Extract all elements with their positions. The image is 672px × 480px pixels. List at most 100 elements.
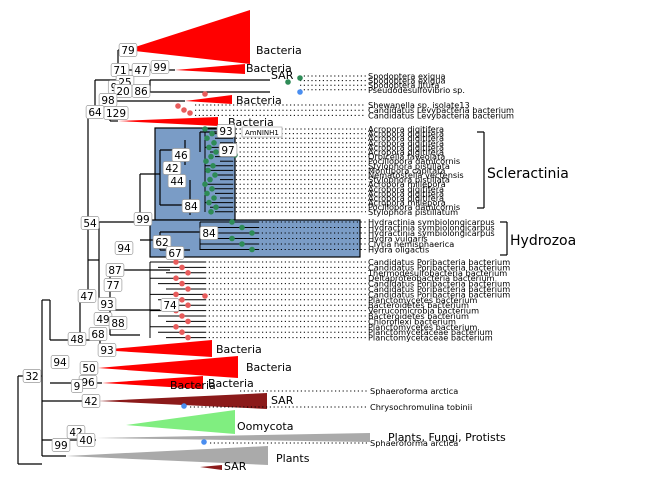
tip-dot-green	[212, 172, 218, 178]
clade-label-bacteria: Bacteria	[246, 62, 292, 75]
bootstrap-value: 84	[202, 228, 216, 240]
tip-label: Acropora millepora	[368, 198, 446, 208]
tip-label: Candidatus Poribacteria bacterium	[368, 289, 510, 299]
tip-dot-green	[213, 204, 219, 210]
bootstrap-label: 84	[199, 226, 219, 240]
bootstrap-value: 47	[134, 65, 147, 77]
clade-label-bacteria: Bacteria	[216, 343, 262, 356]
tip-label: Pocillopora damicornis	[368, 156, 460, 166]
tip-label: Candidatus Poribacteria bacterium	[368, 279, 510, 289]
tip-dot-green	[297, 75, 303, 81]
bootstrap-label: 99	[133, 212, 153, 226]
bootstrap-value: 77	[106, 280, 119, 292]
clade-label-oomycota: Oomycota	[237, 420, 293, 433]
tip-label: Acropora digitifera	[368, 129, 444, 139]
bootstrap-label: 87	[105, 263, 125, 277]
tip-dot-red	[202, 293, 208, 299]
tip-dot-green	[205, 167, 211, 174]
tip-dot-green	[239, 224, 245, 231]
bootstrap-label: 48	[67, 332, 87, 346]
tip-dot-red	[179, 313, 185, 319]
bootstrap-value: 93	[100, 299, 113, 311]
bootstrap-label: 94	[114, 241, 134, 255]
tip-label: Chloroflexi bacterium	[368, 316, 456, 326]
collapsed-clade-bacteria	[118, 117, 218, 126]
tip-label: Candidatus Levybacteria bacterium	[368, 110, 514, 120]
bootstrap-value: 64	[88, 107, 102, 119]
tip-dot-red	[185, 302, 191, 309]
bootstrap-value: 88	[111, 318, 124, 330]
bootstrap-value: 87	[108, 265, 121, 277]
bootstrap-box	[171, 148, 191, 162]
tip-dot-red	[179, 329, 185, 336]
bootstrap-label: 71	[110, 63, 130, 77]
bootstrap-box	[79, 361, 99, 375]
tip-dot-blue	[181, 403, 187, 409]
tip-label: Acropora digitifera	[368, 184, 444, 194]
tip-label: Bacteroidetes bacterium	[368, 311, 469, 321]
tip-dot-green	[211, 195, 217, 201]
tip-dot-red	[173, 259, 179, 265]
tip-dot-green	[208, 209, 214, 215]
tip-label: Stylophora pistillatum	[368, 207, 458, 217]
bootstrap-label: 42	[162, 161, 182, 175]
clade-label-sar: SAR	[271, 394, 294, 407]
tip-dot-green	[213, 149, 219, 155]
clade-label-plants-fungi-protists: Plants, Fungi, Protists	[388, 431, 506, 444]
bootstrap-label: 40	[76, 433, 96, 447]
bootstrap-value: 47	[80, 291, 93, 303]
bootstrap-label: 93	[97, 297, 117, 311]
tip-label: Hydractinia symbiolongicarpus	[368, 217, 495, 227]
tip-dot-green	[202, 181, 208, 187]
bootstrap-box	[152, 235, 172, 249]
tip-dot-red	[173, 291, 179, 298]
clade-label-bacteria: Bacteria	[228, 116, 274, 129]
bootstrap-value: 48	[70, 334, 83, 346]
bootstrap-box	[167, 174, 187, 188]
tip-label: Hydra vulgaris	[368, 234, 428, 244]
bootstrap-box	[150, 60, 170, 74]
tip-dot-green	[204, 190, 210, 197]
bootstrap-label: 86	[131, 84, 151, 98]
tip-dot-green	[229, 219, 235, 225]
bootstrap-value: 42	[165, 163, 178, 175]
bootstrap-box	[67, 332, 87, 346]
bootstrap-value: 49	[96, 314, 109, 326]
bootstrap-value: 96	[81, 377, 95, 389]
collapsed-clade-bacteria	[100, 340, 212, 357]
tip-label: Thermodesulfobacteria bacterium	[367, 268, 507, 278]
bootstrap-value: 93	[219, 126, 232, 138]
bootstrap-box	[22, 369, 42, 383]
bootstrap-value: 84	[184, 201, 198, 213]
bootstrap-label: 94	[50, 355, 70, 369]
bootstrap-box	[97, 343, 117, 357]
bootstrap-value: 99	[136, 214, 149, 226]
bootstrap-value: 40	[79, 435, 92, 447]
tip-label: Candidatus Poribacteria bacterium	[368, 257, 510, 267]
tip-dot-green	[203, 158, 209, 164]
bootstrap-label: 79	[118, 43, 138, 57]
bootstrap-label: 44	[167, 174, 187, 188]
bootstrap-value: 9	[74, 381, 81, 393]
tip-label: Hydra oligactis	[368, 245, 429, 255]
tip-label: Orbicella faveolata	[368, 152, 445, 162]
tip-label: Montipora capitata	[368, 165, 445, 175]
bootstrap-box	[77, 289, 97, 303]
bootstrap-label: 99	[51, 438, 71, 452]
collapsed-clade-oomycota	[126, 410, 235, 434]
bootstrap-value: 71	[113, 65, 126, 77]
clade-label-bacteria: Bacteria	[208, 377, 254, 390]
bootstrap-label: 64	[85, 105, 105, 119]
tip-label: Chrysochromulina tobinii	[370, 402, 472, 412]
bootstrap-value: 62	[155, 237, 168, 249]
bootstrap-label: 93	[216, 124, 236, 138]
tip-label: Acropora digitifera	[368, 124, 444, 134]
clade-label-bacteria: Bacteria	[246, 361, 292, 374]
tip-dot-blue	[201, 439, 207, 445]
bootstrap-label: 62	[152, 235, 172, 249]
clade-label-hydrozoa: Hydrozoa	[510, 233, 576, 249]
clade-label-sar: SAR	[224, 460, 247, 473]
tip-dot-green	[285, 79, 291, 85]
tip-label: Hydractinia symbiolongicarpus	[368, 223, 495, 233]
